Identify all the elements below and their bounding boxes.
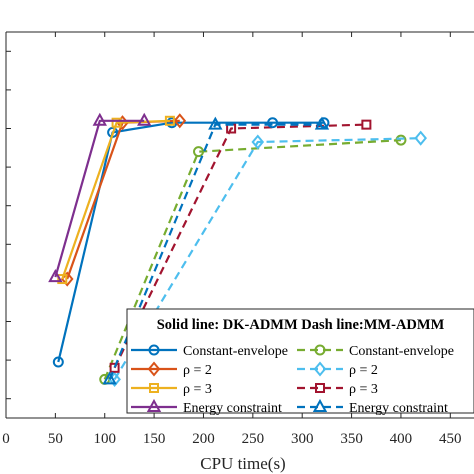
x-tick-label: 350 xyxy=(340,431,363,447)
data-point xyxy=(173,113,187,129)
series-line-0 xyxy=(57,121,324,363)
x-tick-label: 0 xyxy=(2,431,10,447)
x-tick-label: 100 xyxy=(93,431,116,447)
legend-marker xyxy=(314,344,326,356)
series-layer xyxy=(48,112,427,387)
legend-entry-3: Energy constraint xyxy=(131,398,282,416)
legend-label: ρ = 3 xyxy=(349,382,378,397)
x-tick-label: 400 xyxy=(390,431,413,447)
data-point xyxy=(164,115,175,126)
legend-marker xyxy=(146,398,162,412)
data-point xyxy=(414,130,427,146)
legend-label: ρ = 3 xyxy=(183,382,212,397)
legend-entry-4: Constant-envelope xyxy=(297,344,454,359)
legend-entry-0: Constant-envelope xyxy=(131,344,288,359)
legend-entry-5: ρ = 2 xyxy=(297,361,378,378)
data-point xyxy=(251,134,265,150)
data-point xyxy=(361,119,372,130)
legend-entry-6: ρ = 3 xyxy=(297,382,378,397)
series-line-3 xyxy=(54,119,145,278)
data-point xyxy=(109,362,120,373)
data-point xyxy=(92,112,107,126)
series-solid-2 xyxy=(57,115,175,285)
series-solid-3 xyxy=(48,112,152,283)
data-point xyxy=(318,117,330,129)
data-point xyxy=(193,146,205,158)
data-point xyxy=(395,134,407,146)
data-point xyxy=(111,117,122,128)
legend-label: Energy constraint xyxy=(183,401,282,416)
data-point xyxy=(57,274,68,285)
legend-marker xyxy=(312,398,328,412)
legend-entry-2: ρ = 3 xyxy=(131,382,212,397)
legend: Solid line: DK-ADMM Dash line:MM-ADMM Con… xyxy=(126,308,474,416)
legend-label: ρ = 2 xyxy=(183,363,212,378)
x-tick-label: 200 xyxy=(192,431,215,447)
x-axis-label: CPU time(s) xyxy=(200,454,285,473)
legend-label: ρ = 2 xyxy=(349,363,378,378)
legend-marker xyxy=(149,383,159,393)
legend-label: Constant-envelope xyxy=(349,344,454,359)
legend-label: Constant-envelope xyxy=(183,344,288,359)
legend-entry-7: Energy constraint xyxy=(297,398,448,416)
x-tick-label: 300 xyxy=(291,431,314,447)
data-point xyxy=(48,269,63,283)
series-line-4 xyxy=(103,139,401,380)
series-line-7 xyxy=(108,123,322,380)
legend-marker xyxy=(313,361,327,377)
x-tick-label: 250 xyxy=(242,431,265,447)
legend-entry-1: ρ = 2 xyxy=(131,361,212,378)
data-point xyxy=(52,356,64,368)
legend-marker xyxy=(147,361,161,377)
legend-marker xyxy=(148,344,160,356)
series-line-5 xyxy=(113,137,421,380)
x-tick-label: 50 xyxy=(48,431,63,447)
axes: 0 50 100 150 200 250 300 350 400 450 xyxy=(2,31,474,447)
legend-box xyxy=(126,308,474,414)
legend-label: Energy constraint xyxy=(349,401,448,416)
data-point xyxy=(102,371,117,385)
x-tick-label: 150 xyxy=(143,431,166,447)
legend-marker xyxy=(315,383,325,393)
data-point xyxy=(267,117,279,129)
legend-title: Solid line: DK-ADMM Dash line:MM-ADMM xyxy=(157,317,445,333)
data-point xyxy=(137,112,152,126)
series-line-2 xyxy=(61,119,170,280)
x-tick-label: 450 xyxy=(439,431,462,447)
